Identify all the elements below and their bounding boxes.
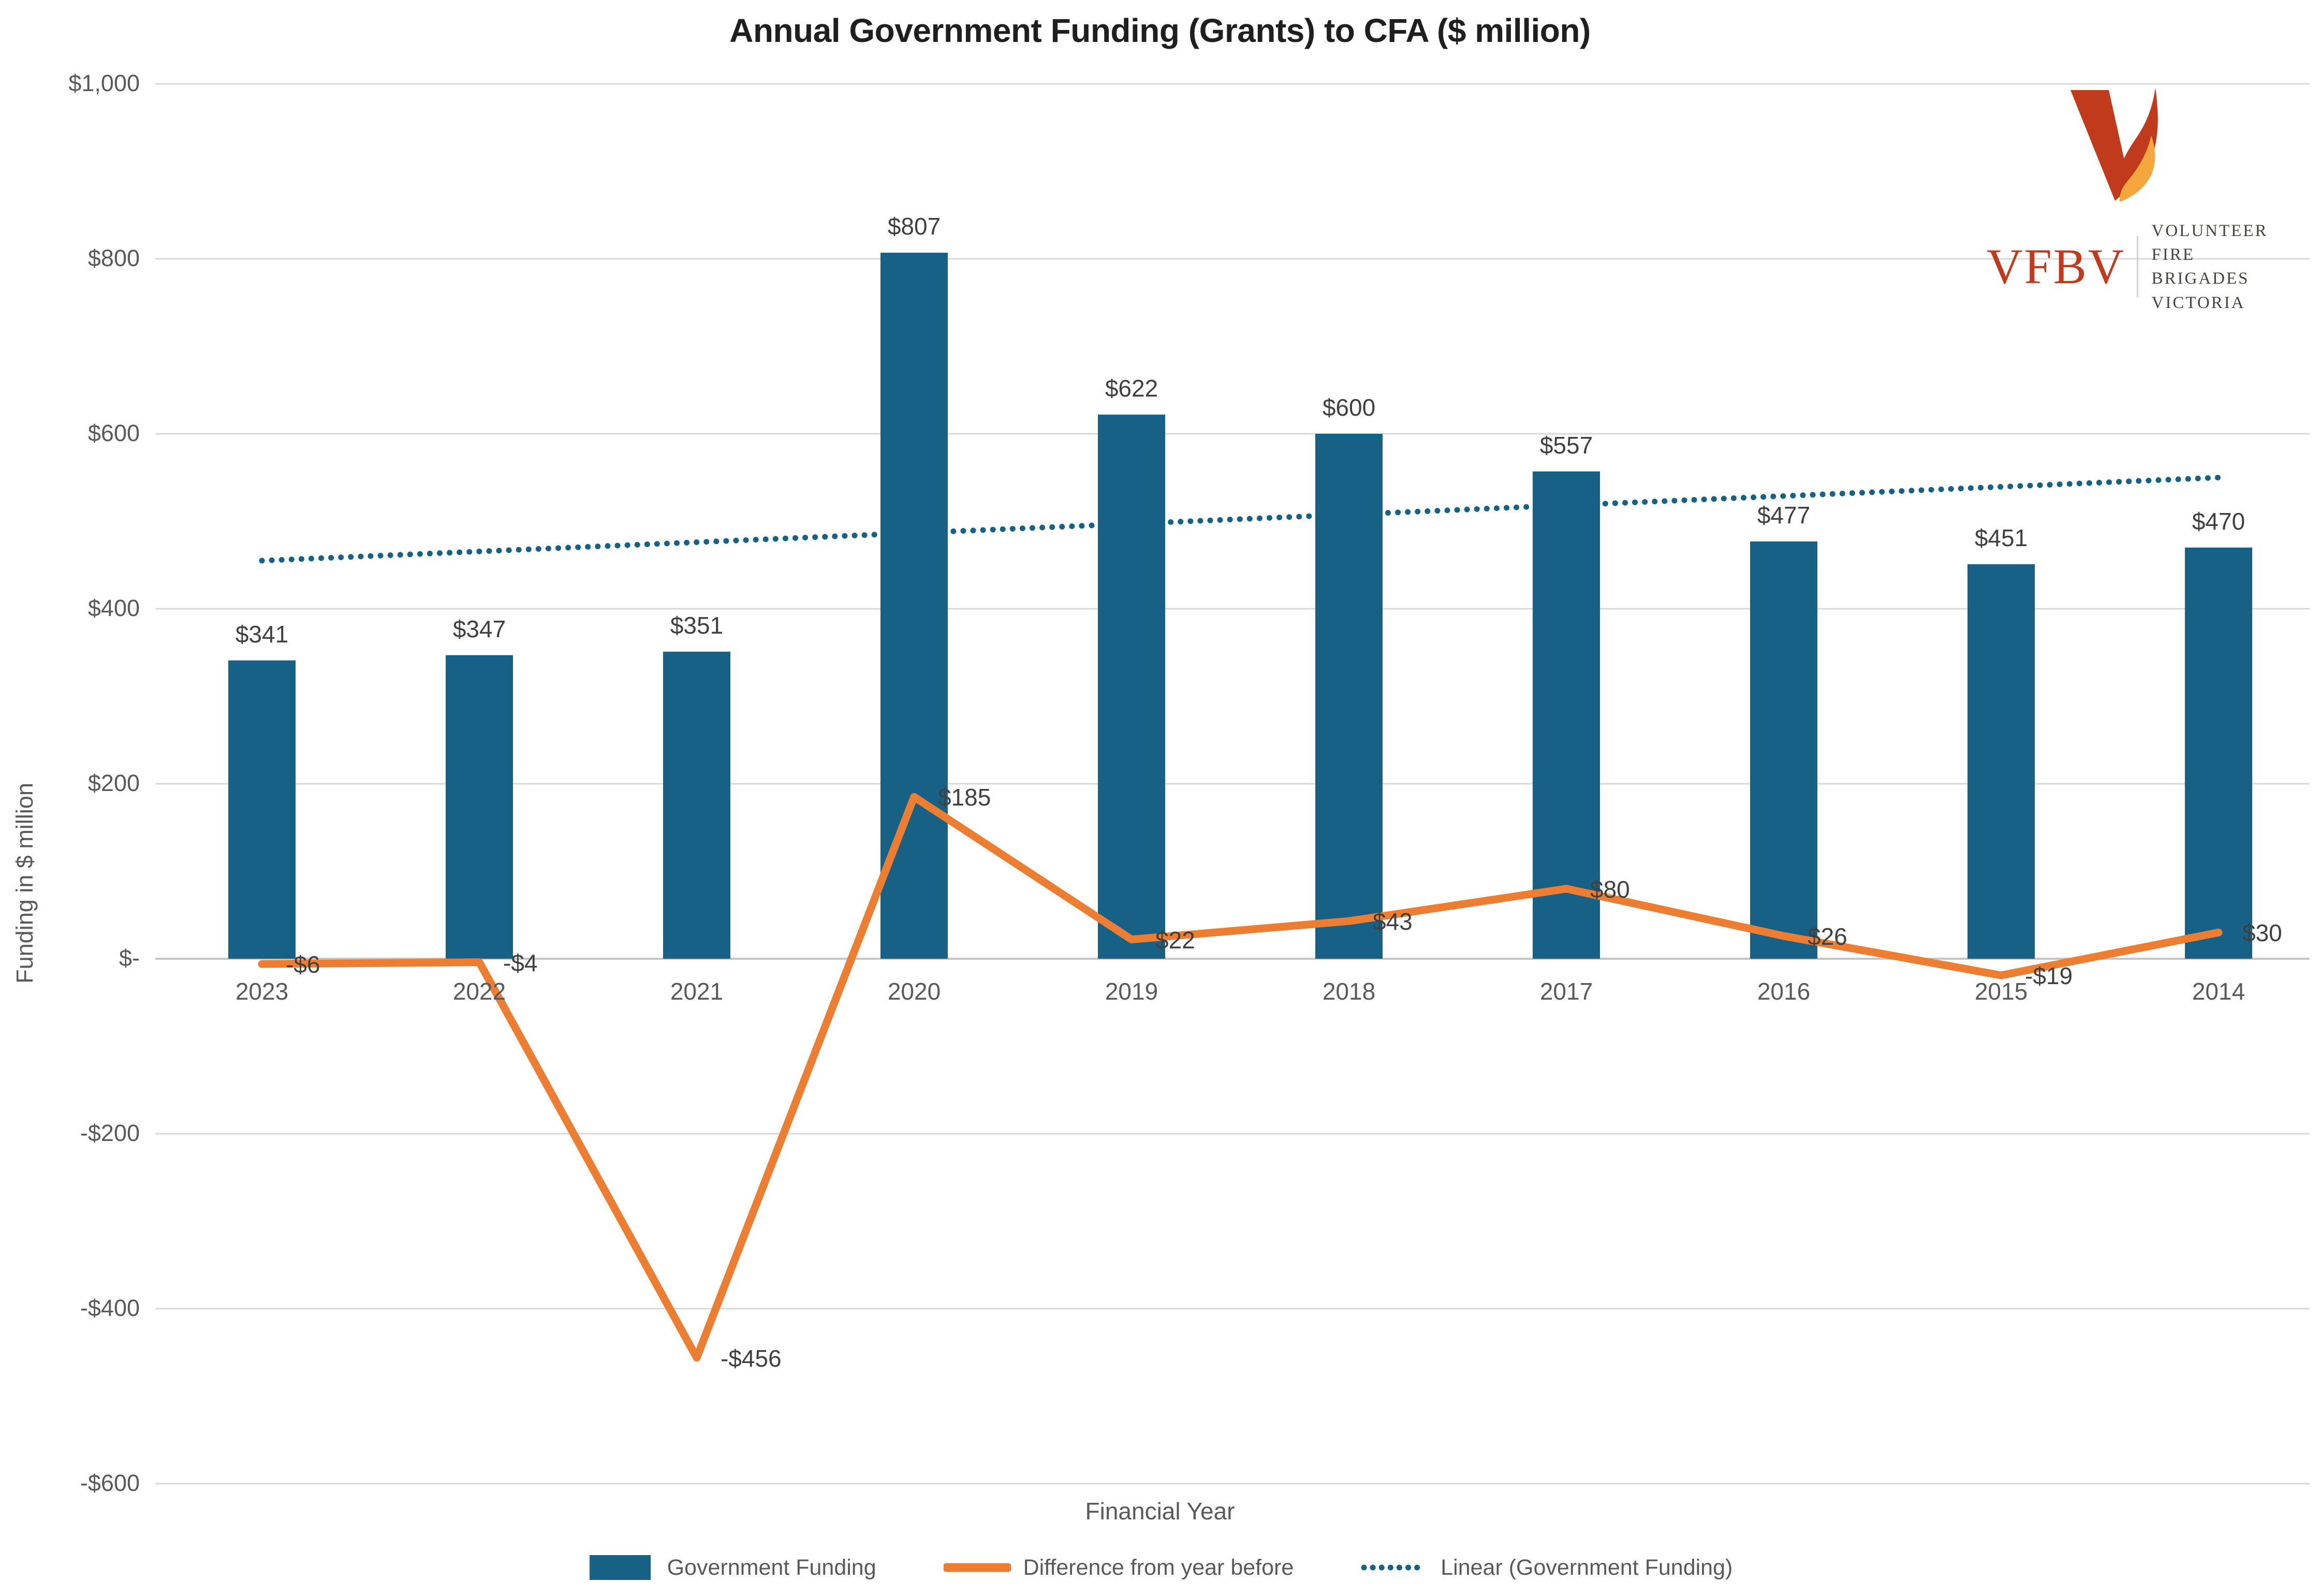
line-label-2018: $43 xyxy=(1373,908,1413,935)
bar-2014 xyxy=(2185,547,2252,959)
line-difference-from-year-before xyxy=(258,793,2223,1362)
x-tick-label-2017: 2017 xyxy=(1539,978,1593,1005)
x-tick-label-2016: 2016 xyxy=(1757,978,1811,1005)
y-tick-label-1000: $1,000 xyxy=(68,70,140,96)
bar-2015 xyxy=(1967,564,2035,959)
x-tick-label-2021: 2021 xyxy=(670,978,724,1005)
line-label-2015: -$19 xyxy=(2025,962,2073,990)
y-tick-label-0: $- xyxy=(119,945,140,971)
x-tick-label-2019: 2019 xyxy=(1105,978,1158,1005)
bar-label-2023: $341 xyxy=(235,620,289,648)
x-axis-title: Financial Year xyxy=(1085,1498,1235,1525)
bar-label-2019: $622 xyxy=(1105,374,1158,402)
x-tick-label-2015: 2015 xyxy=(1974,978,2028,1005)
y-tick-label-800: $800 xyxy=(87,245,140,271)
chart-legend: Government Funding Difference from year b… xyxy=(0,1553,2320,1582)
bar-2020 xyxy=(880,253,948,959)
trendline-linear-government-funding xyxy=(259,475,2222,564)
vfbv-flame-icon xyxy=(2071,88,2158,202)
y-tick-label-400: $400 xyxy=(87,595,140,621)
x-tick-label-2022: 2022 xyxy=(452,978,506,1005)
legend-label-2: Linear (Government Funding) xyxy=(1441,1555,1733,1580)
line-label-2023: -$6 xyxy=(286,951,320,978)
vfbv-logo: VFBV VOLUNTEER FIRE BRIGADES VICTORIA xyxy=(1987,88,2310,315)
bar-label-2020: $807 xyxy=(887,213,941,240)
vfbv-name-line2: BRIGADES VICTORIA xyxy=(2151,269,2250,312)
legend-swatch-bar-icon xyxy=(589,1555,651,1580)
chart-title: Annual Government Funding (Grants) to CF… xyxy=(729,12,1591,49)
bar-2022 xyxy=(446,655,513,959)
bar-2021 xyxy=(663,651,730,959)
vfbv-name-line1: VOLUNTEER FIRE xyxy=(2151,222,2268,265)
x-tick-label-2020: 2020 xyxy=(887,978,941,1005)
bar-2019 xyxy=(1098,414,1165,959)
y-tick-label--200: -$200 xyxy=(80,1120,140,1146)
bar-label-2021: $351 xyxy=(670,611,724,639)
vfbv-name: VOLUNTEER FIRE BRIGADES VICTORIA xyxy=(2152,219,2311,315)
y-tick-label-600: $600 xyxy=(87,420,140,446)
line-label-2020: $185 xyxy=(938,784,991,811)
legend-item-0: Government Funding xyxy=(588,1553,876,1582)
legend-swatch-line-icon xyxy=(943,1563,1011,1572)
bar-label-2016: $477 xyxy=(1757,501,1811,529)
x-tick-label-2023: 2023 xyxy=(235,978,289,1005)
legend-swatch-trendline-icon xyxy=(1361,1564,1428,1571)
x-tick-label-2014: 2014 xyxy=(2192,978,2245,1005)
bar-2017 xyxy=(1533,471,1600,959)
legend-label-1: Difference from year before xyxy=(1023,1555,1294,1580)
line-label-2021: -$456 xyxy=(721,1344,782,1372)
bar-2023 xyxy=(228,660,296,959)
legend-item-1: Difference from year before xyxy=(943,1553,1294,1582)
logo-divider xyxy=(2137,236,2138,298)
y-tick-label-200: $200 xyxy=(87,770,140,796)
bar-label-2015: $451 xyxy=(1974,524,2028,551)
bar-label-2022: $347 xyxy=(452,615,506,642)
bar-2016 xyxy=(1750,541,1817,959)
bar-label-2014: $470 xyxy=(2192,507,2245,535)
bar-label-2018: $600 xyxy=(1322,394,1376,421)
line-label-2014: $30 xyxy=(2242,919,2282,947)
vfbv-acronym: VFBV xyxy=(1987,239,2126,295)
line-label-2017: $80 xyxy=(1590,875,1630,903)
legend-item-2: Linear (Government Funding) xyxy=(1361,1553,1732,1582)
line-label-2019: $22 xyxy=(1155,926,1195,954)
x-tick-label-2018: 2018 xyxy=(1322,978,1376,1005)
line-label-2022: -$4 xyxy=(503,949,538,976)
bar-2018 xyxy=(1315,434,1383,959)
legend-label-0: Government Funding xyxy=(667,1555,876,1580)
y-tick-label--400: -$400 xyxy=(80,1295,140,1321)
line-label-2016: $26 xyxy=(1808,923,1847,950)
bar-label-2017: $557 xyxy=(1539,431,1593,459)
y-tick-label--600: -$600 xyxy=(80,1470,140,1496)
